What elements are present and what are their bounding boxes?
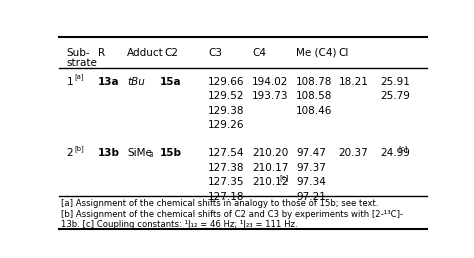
Text: Cl: Cl (338, 48, 349, 58)
Text: 13b. [c] Coupling constants: ¹J₁₂ = 46 Hz; ¹J₂₃ = 111 Hz.: 13b. [c] Coupling constants: ¹J₁₂ = 46 H… (61, 220, 298, 229)
Text: 15a: 15a (160, 77, 182, 87)
Text: 18.21: 18.21 (338, 77, 368, 87)
Text: [b] Assignment of the chemical shifts of C2 and C3 by experiments with [2-¹³C]-: [b] Assignment of the chemical shifts of… (61, 210, 403, 219)
Text: 25.79: 25.79 (381, 91, 410, 101)
Text: 129.38: 129.38 (208, 106, 245, 116)
Text: Adduct: Adduct (127, 48, 164, 58)
Text: 210.12: 210.12 (252, 177, 289, 187)
Text: 13b: 13b (98, 148, 120, 158)
Text: 108.58: 108.58 (296, 91, 333, 101)
Text: 3: 3 (148, 152, 153, 158)
Text: 97.34: 97.34 (296, 177, 326, 187)
Text: 129.26: 129.26 (208, 120, 245, 130)
Text: 127.38: 127.38 (208, 163, 245, 173)
Text: [c]: [c] (398, 145, 408, 152)
Text: 129.66: 129.66 (208, 77, 245, 87)
Text: [a] Assignment of the chemical shifts in analogy to those of 15b; see text.: [a] Assignment of the chemical shifts in… (61, 199, 379, 208)
Text: 108.46: 108.46 (296, 106, 333, 116)
Text: C4: C4 (252, 48, 266, 58)
Text: 20.37: 20.37 (338, 148, 368, 158)
Text: 210.17: 210.17 (252, 163, 289, 173)
Text: 15b: 15b (160, 148, 182, 158)
Text: 2: 2 (66, 148, 73, 158)
Text: 127.35: 127.35 (208, 177, 245, 187)
Text: 97.21: 97.21 (296, 192, 326, 202)
Text: SiMe: SiMe (127, 148, 152, 158)
Text: 193.73: 193.73 (252, 91, 289, 101)
Text: 97.37: 97.37 (296, 163, 326, 173)
Text: 1: 1 (66, 77, 73, 87)
Text: C3: C3 (208, 48, 222, 58)
Text: 24.99: 24.99 (381, 148, 410, 158)
Text: [c]: [c] (280, 174, 289, 181)
Text: 127.18: 127.18 (208, 192, 245, 202)
Text: 127.54: 127.54 (208, 148, 245, 158)
Text: 194.02: 194.02 (252, 77, 289, 87)
Text: Me (C4): Me (C4) (296, 48, 337, 58)
Text: 97.47: 97.47 (296, 148, 326, 158)
Text: 210.20: 210.20 (252, 148, 288, 158)
Text: C2: C2 (164, 48, 178, 58)
Text: 108.78: 108.78 (296, 77, 333, 87)
Text: R: R (98, 48, 105, 58)
Text: Sub-: Sub- (66, 48, 90, 58)
Text: tBu: tBu (127, 77, 145, 87)
Text: strate: strate (66, 58, 98, 68)
Text: 129.52: 129.52 (208, 91, 245, 101)
Text: [a]: [a] (75, 74, 84, 80)
Text: 13a: 13a (98, 77, 119, 87)
Text: [b]: [b] (75, 145, 84, 152)
Text: 25.91: 25.91 (381, 77, 410, 87)
